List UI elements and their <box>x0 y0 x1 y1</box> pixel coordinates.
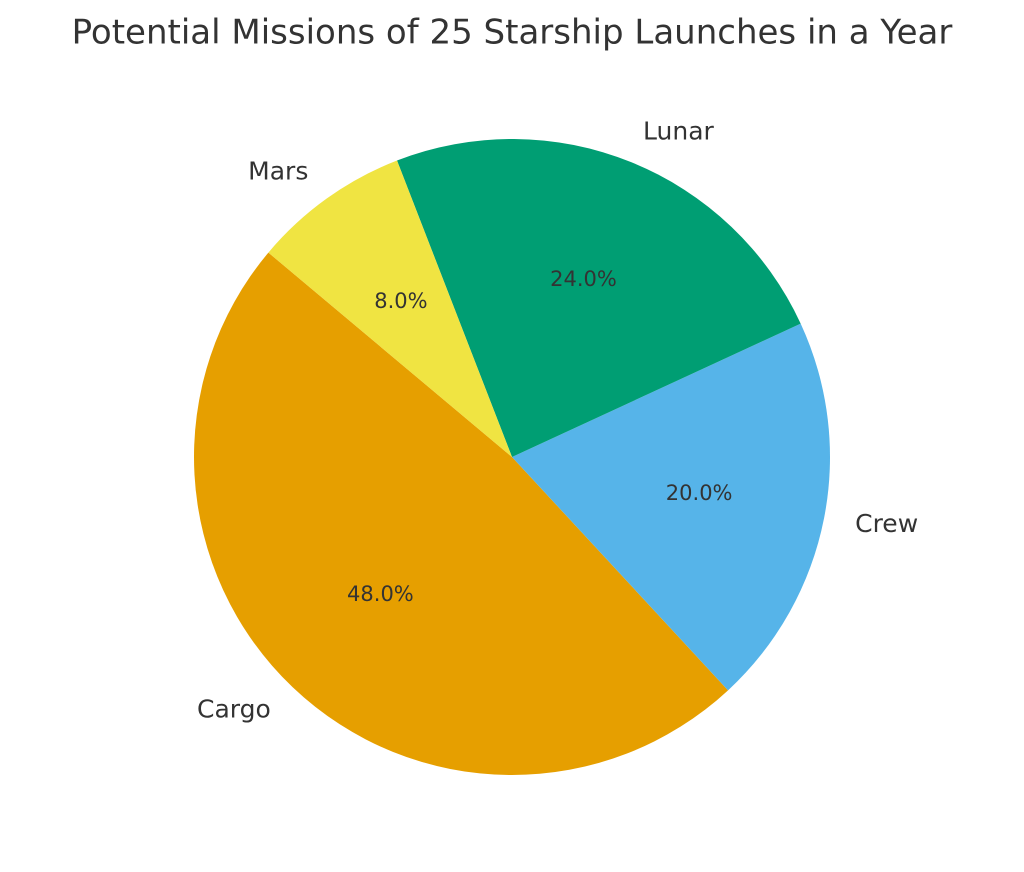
percent-label: 8.0% <box>374 289 427 313</box>
pie-slice <box>194 252 729 775</box>
percent-label: 24.0% <box>550 267 617 291</box>
slice-label: Lunar <box>643 117 714 146</box>
slice-label: Crew <box>855 509 918 538</box>
percent-label: 20.0% <box>666 481 733 505</box>
pie-slice <box>397 139 801 458</box>
pie-slice <box>512 323 830 691</box>
slice-label: Cargo <box>197 694 271 723</box>
percent-label: 48.0% <box>347 582 414 606</box>
slice-label: Mars <box>248 157 308 186</box>
pie-slice <box>268 160 512 457</box>
chart-title: Potential Missions of 25 Starship Launch… <box>72 13 953 53</box>
